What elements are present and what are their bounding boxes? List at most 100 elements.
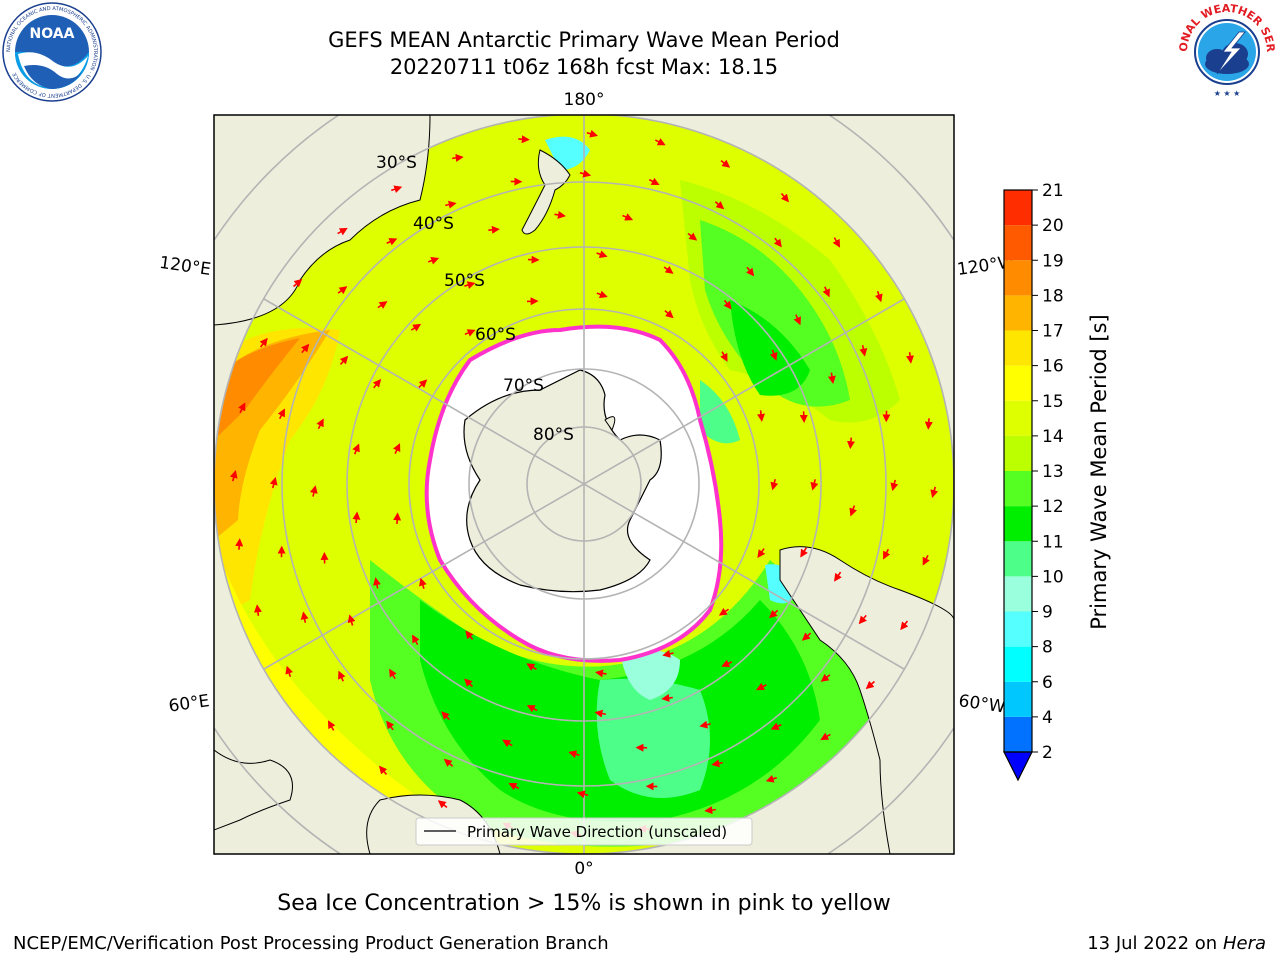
field-region (730, 300, 810, 396)
wave-direction-arrow (337, 227, 348, 236)
wave-direction-arrow (654, 138, 666, 146)
wave-direction-arrow (452, 153, 464, 162)
wave-direction-arrow (718, 607, 730, 616)
wave-direction-arrow (427, 256, 440, 265)
wave-direction-arrow (253, 604, 262, 616)
wave-direction-arrow (721, 659, 733, 668)
wave-direction-arrow (687, 232, 698, 241)
wave-direction-arrow (309, 485, 318, 497)
field-region (700, 220, 850, 407)
colorbar-tick-label: 2 (1042, 743, 1053, 763)
wave-direction-arrow (377, 301, 388, 309)
wave-direction-arrow (648, 177, 660, 185)
colorbar-tick-label: 16 (1042, 357, 1064, 377)
wave-direction-arrow (554, 210, 566, 219)
svg-text:★ ★ ★: ★ ★ ★ (1214, 89, 1241, 98)
colorbar-segment (1004, 611, 1032, 647)
wave-direction-arrow (770, 722, 782, 730)
wave-direction-arrow (720, 159, 731, 168)
lon-label-bottom: 0° (574, 859, 593, 879)
map-frame (213, 114, 955, 855)
wave-direction-arrow (780, 193, 790, 203)
wave-direction-arrow (301, 343, 310, 354)
australia-landmass (214, 115, 431, 326)
colorbar-segment (1004, 190, 1032, 226)
colorbar-tick-label: 6 (1042, 673, 1053, 693)
colorbar-segment (1004, 506, 1032, 542)
wave-direction-arrow (859, 345, 868, 357)
colorbar-tick-label: 20 (1042, 216, 1064, 236)
field-region (700, 380, 740, 444)
colorbar-tick-label: 18 (1042, 286, 1064, 306)
wave-direction-arrow (568, 750, 580, 759)
wave-direction-arrow (259, 337, 268, 348)
colorbar-tick-label: 11 (1042, 532, 1064, 552)
wave-direction-arrow (526, 663, 537, 671)
wave-direction-arrow (822, 286, 830, 298)
colorbar-segment (1004, 225, 1032, 261)
colorbar-tick-label: 4 (1042, 708, 1053, 728)
wave-direction-arrow (714, 201, 725, 210)
colorbar-segment (1004, 330, 1032, 366)
wave-direction-arrow (339, 355, 349, 365)
sea-ice-note: Sea Ice Concentration > 15% is shown in … (277, 891, 891, 916)
wave-direction-arrow (419, 577, 427, 590)
wave-direction-arrow (704, 806, 716, 815)
wave-direction-arrow (386, 238, 398, 246)
wave-direction-arrow (711, 759, 723, 768)
lon-label-left-lower: 60°E (167, 691, 210, 716)
wave-direction-arrow (285, 665, 294, 678)
graticule-grid (214, 115, 954, 854)
colorbar-tick-label: 15 (1042, 392, 1064, 412)
wave-direction-arrow (883, 548, 891, 560)
wave-direction-arrow (849, 505, 857, 517)
wave-direction-arrow (930, 486, 939, 499)
wave-direction-arrow (316, 418, 324, 430)
colorbar-segment (1004, 435, 1032, 471)
nws-logo-icon: NATIONAL WEATHER SERVICE ★ ★ ★ (1177, 2, 1277, 100)
wave-direction-arrow (765, 774, 778, 783)
wave-direction-arrow (770, 478, 779, 491)
wave-direction-arrow (773, 237, 782, 248)
wave-direction-arrow (300, 611, 309, 623)
wave-direction-arrow (663, 265, 674, 274)
field-region (214, 338, 300, 440)
colorbar-tick-label: 21 (1042, 181, 1064, 201)
wave-direction-arrow (277, 408, 285, 420)
wave-direction-arrow (352, 443, 360, 455)
colorbar-tick-label: 19 (1042, 251, 1064, 271)
wave-direction-arrow (293, 278, 303, 288)
lon-label-left-upper: 120°E (158, 253, 212, 280)
date-credit: 13 Jul 2022 on Hera (1087, 933, 1266, 954)
wave-direction-arrow (846, 437, 855, 450)
wave-direction-arrow (699, 720, 711, 729)
colorbar-segment (1004, 295, 1032, 331)
lat-label: 50°S (444, 271, 485, 291)
colorbar-tick-label: 14 (1042, 427, 1064, 447)
colorbar: 2 4 6 8 9 10 11 12 13 14 15 16 17 18 19 20 21 (1003, 181, 1064, 782)
lat-label: 70°S (503, 376, 544, 396)
colorbar-extend-min (1003, 751, 1033, 782)
wave-direction-arrow (412, 634, 420, 646)
wave-direction-arrow (441, 711, 450, 721)
madagascar-landmass (214, 749, 293, 831)
wave-direction-arrow (518, 135, 530, 144)
lat-label: 30°S (376, 153, 417, 173)
date-text: 13 Jul 2022 on (1087, 933, 1223, 954)
wave-direction-arrow (502, 739, 513, 748)
wave-direction-arrow (372, 378, 382, 389)
wave-direction-arrow (922, 554, 930, 566)
wave-direction-arrow (664, 309, 674, 319)
wave-direction-arrow (586, 129, 599, 138)
wave-direction-arrow (464, 281, 476, 289)
chart-title: GEFS MEAN Antarctic Primary Wave Mean Pe… (328, 28, 840, 52)
colorbar-segment (1004, 541, 1032, 577)
wave-direction-arrow (445, 200, 457, 209)
wave-direction-arrow (662, 649, 674, 658)
colorbar-segment (1004, 646, 1032, 682)
wave-direction-arrow (596, 250, 608, 258)
lat-label: 60°S (475, 325, 516, 345)
wave-direction-arrow (793, 314, 801, 326)
wave-direction-arrow (443, 758, 454, 767)
